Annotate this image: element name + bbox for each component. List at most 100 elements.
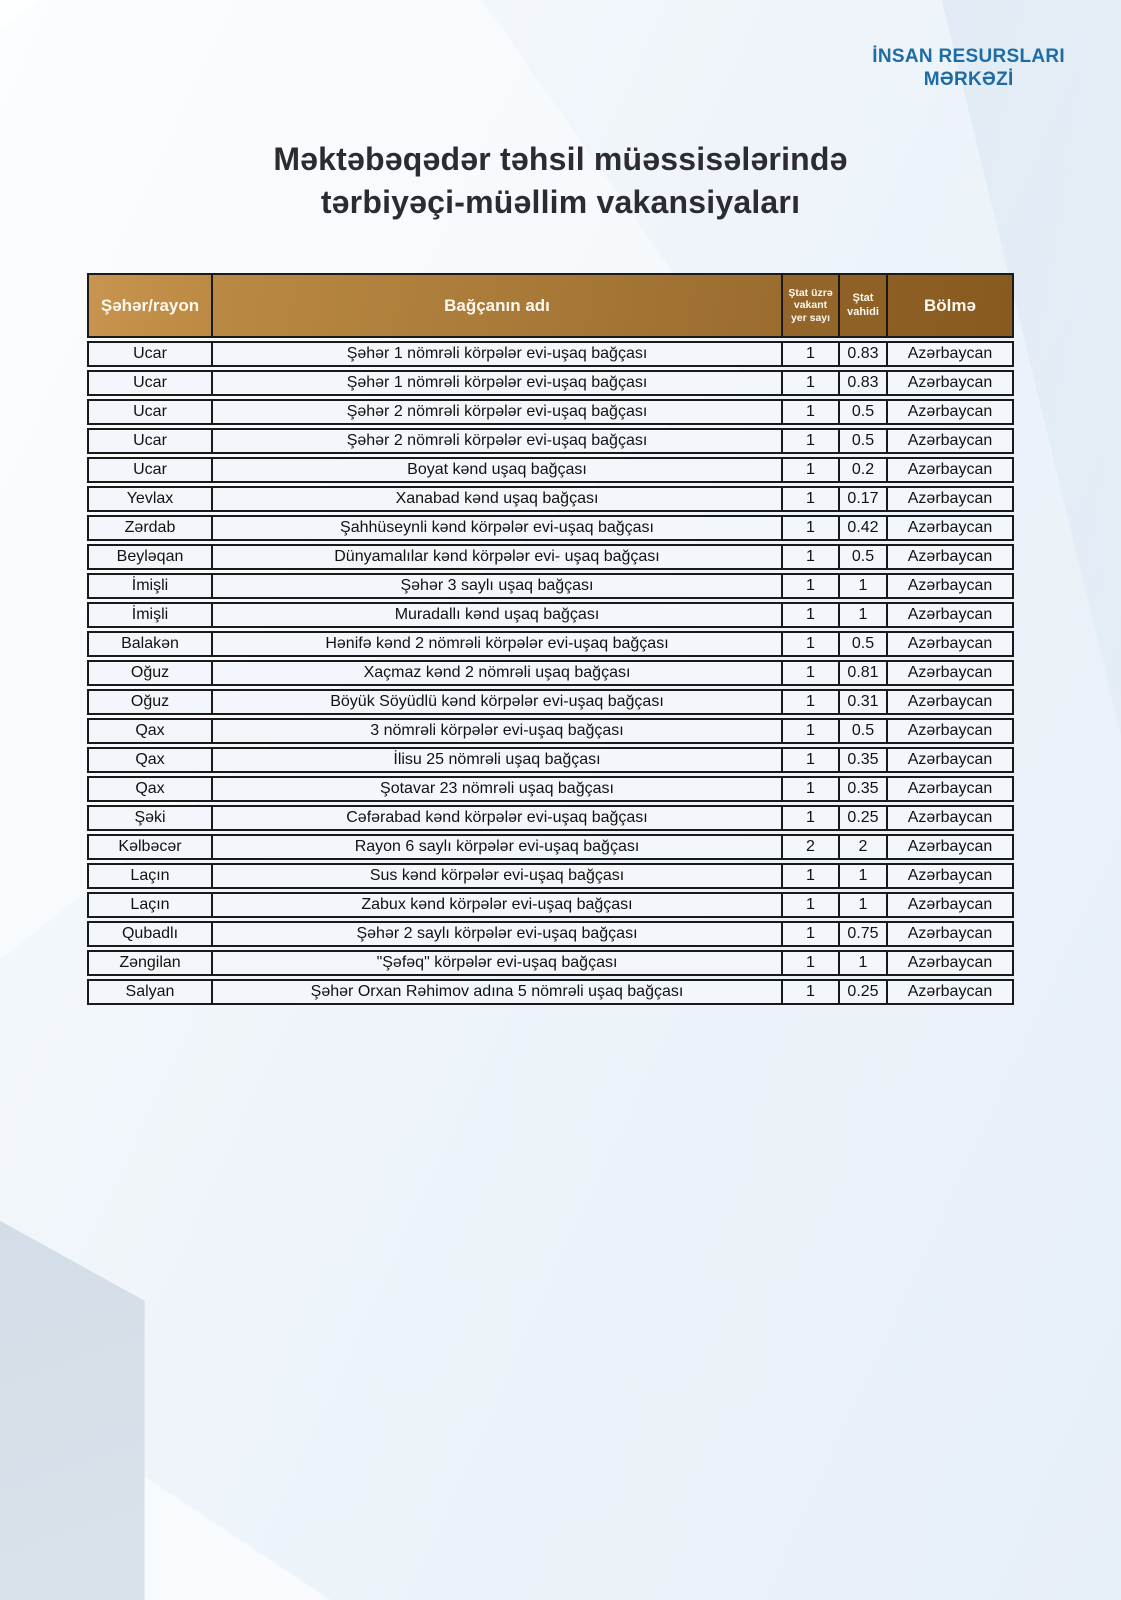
cell-section: Azərbaycan [888,689,1014,715]
cell-region: İmişli [87,573,213,599]
cell-garden-name: Sus kənd körpələr evi-uşaq bağçası [213,863,783,889]
cell-section: Azərbaycan [888,515,1014,541]
cell-staff-unit: 0.5 [840,544,888,570]
cell-garden-name: Muradallı kənd uşaq bağçası [213,602,783,628]
cell-vacant-count: 1 [783,602,840,628]
table-row: Beyləqan Dünyamalılar kənd körpələr evi- … [87,544,1014,570]
table-row: Ucar Şəhər 2 nömrəli körpələr evi-uşaq ba… [87,399,1014,425]
cell-staff-unit: 0.35 [840,747,888,773]
cell-vacant-count: 1 [783,573,840,599]
cell-garden-name: Şotavar 23 nömrəli uşaq bağçası [213,776,783,802]
table-row: Qubadlı Şəhər 2 saylı körpələr evi-uşaq b… [87,921,1014,947]
table-row: İmişli Şəhər 3 saylı uşaq bağçası 1 1 Azərba… [87,573,1014,599]
page-title-line2: tərbiyəçi-müəllim vakansiyaları [320,184,801,221]
cell-region: Zərdab [87,515,213,541]
cell-garden-name: İlisu 25 nömrəli uşaq bağçası [213,747,783,773]
table-row: Ucar Şəhər 1 nömrəli körpələr evi-uşaq ba… [87,370,1014,396]
col-header-garden-name: Bağçanın adı [213,273,783,338]
cell-section: Azərbaycan [888,776,1014,802]
cell-section: Azərbaycan [888,631,1014,657]
vacancies-table: Şəhər/rayon Bağçanın adı Ştat üzrə vakan… [87,270,1014,1008]
table-row: Laçın Sus kənd körpələr evi-uşaq bağçası 1… [87,863,1014,889]
cell-staff-unit: 1 [840,863,888,889]
cell-garden-name: Şəhər 2 saylı körpələr evi-uşaq bağçası [213,921,783,947]
cell-section: Azərbaycan [888,660,1014,686]
cell-garden-name: Dünyamalılar kənd körpələr evi- uşaq bağ… [213,544,783,570]
table-row: Qax 3 nömrəli körpələr evi-uşaq bağçası 1 0… [87,718,1014,744]
cell-staff-unit: 2 [840,834,888,860]
col-header-region: Şəhər/rayon [87,273,213,338]
table-row: Oğuz Böyük Söyüdlü kənd körpələr evi-uşaq… [87,689,1014,715]
cell-vacant-count: 1 [783,950,840,976]
cell-section: Azərbaycan [888,921,1014,947]
cell-staff-unit: 1 [840,892,888,918]
cell-section: Azərbaycan [888,892,1014,918]
cell-staff-unit: 0.42 [840,515,888,541]
cell-staff-unit: 0.5 [840,399,888,425]
org-name-line2: MƏRKƏZİ [923,68,1014,90]
table-row: Salyan Şəhər Orxan Rəhimov adına 5 nömrəl… [87,979,1014,1005]
cell-region: Qax [87,776,213,802]
cell-section: Azərbaycan [888,602,1014,628]
cell-section: Azərbaycan [888,544,1014,570]
table-row: Laçın Zabux kənd körpələr evi-uşaq bağças… [87,892,1014,918]
page-title: Məktəbəqədər təhsil müəssisələrində tərb… [0,138,1121,224]
cell-staff-unit: 0.31 [840,689,888,715]
table-header-row: Şəhər/rayon Bağçanın adı Ştat üzrə vakan… [87,273,1014,338]
cell-staff-unit: 1 [840,573,888,599]
cell-staff-unit: 0.17 [840,486,888,512]
cell-region: Balakən [87,631,213,657]
cell-region: Laçın [87,863,213,889]
cell-staff-unit: 0.2 [840,457,888,483]
cell-garden-name: 3 nömrəli körpələr evi-uşaq bağçası [213,718,783,744]
cell-garden-name: Cəfərabad kənd körpələr evi-uşaq bağçası [213,805,783,831]
cell-section: Azərbaycan [888,718,1014,744]
table-row: Ucar Şəhər 1 nömrəli körpələr evi-uşaq ba… [87,341,1014,367]
col-header-section: Bölmə [888,273,1014,338]
table-row: Kəlbəcər Rayon 6 saylı körpələr evi-uşaq … [87,834,1014,860]
cell-section: Azərbaycan [888,486,1014,512]
cell-garden-name: "Şəfəq" körpələr evi-uşaq bağçası [213,950,783,976]
cell-region: Laçın [87,892,213,918]
cell-section: Azərbaycan [888,747,1014,773]
cell-section: Azərbaycan [888,805,1014,831]
cell-vacant-count: 1 [783,747,840,773]
table-row: Zərdab Şahhüseynli kənd körpələr evi-uşaq… [87,515,1014,541]
cell-region: Qubadlı [87,921,213,947]
cell-section: Azərbaycan [888,370,1014,396]
cell-garden-name: Şahhüseynli kənd körpələr evi-uşaq bağça… [213,515,783,541]
cell-vacant-count: 1 [783,863,840,889]
cell-region: Ucar [87,341,213,367]
table-row: Zəngilan "Şəfəq" körpələr evi-uşaq bağças… [87,950,1014,976]
table-row: Ucar Boyat kənd uşaq bağçası 1 0.2 Azərbayca… [87,457,1014,483]
cell-garden-name: Şəhər 1 nömrəli körpələr evi-uşaq bağças… [213,341,783,367]
cell-staff-unit: 0.25 [840,805,888,831]
org-name-line1: İNSAN RESURSLARI [872,46,1065,67]
cell-garden-name: Xanabad kənd uşaq bağçası [213,486,783,512]
cell-vacant-count: 1 [783,341,840,367]
table-row: Şəki Cəfərabad kənd körpələr evi-uşaq bağ… [87,805,1014,831]
cell-garden-name: Hənifə kənd 2 nömrəli körpələr evi-uşaq … [213,631,783,657]
cell-region: Kəlbəcər [87,834,213,860]
cell-section: Azərbaycan [888,950,1014,976]
cell-garden-name: Zabux kənd körpələr evi-uşaq bağçası [213,892,783,918]
cell-garden-name: Şəhər 2 nömrəli körpələr evi-uşaq bağças… [213,428,783,454]
cell-section: Azərbaycan [888,573,1014,599]
cell-region: Şəki [87,805,213,831]
cell-staff-unit: 0.5 [840,428,888,454]
cell-region: Beyləqan [87,544,213,570]
cell-vacant-count: 1 [783,921,840,947]
cell-staff-unit: 0.81 [840,660,888,686]
cell-vacant-count: 1 [783,631,840,657]
cell-vacant-count: 1 [783,805,840,831]
cell-region: Zəngilan [87,950,213,976]
table-header: Şəhər/rayon Bağçanın adı Ştat üzrə vakan… [87,273,1014,338]
cell-region: Ucar [87,370,213,396]
cell-section: Azərbaycan [888,341,1014,367]
cell-vacant-count: 1 [783,370,840,396]
cell-garden-name: Şəhər 1 nömrəli körpələr evi-uşaq bağças… [213,370,783,396]
cell-garden-name: Böyük Söyüdlü kənd körpələr evi-uşaq bağ… [213,689,783,715]
cell-vacant-count: 1 [783,979,840,1005]
cell-garden-name: Rayon 6 saylı körpələr evi-uşaq bağçası [213,834,783,860]
cell-section: Azərbaycan [888,428,1014,454]
